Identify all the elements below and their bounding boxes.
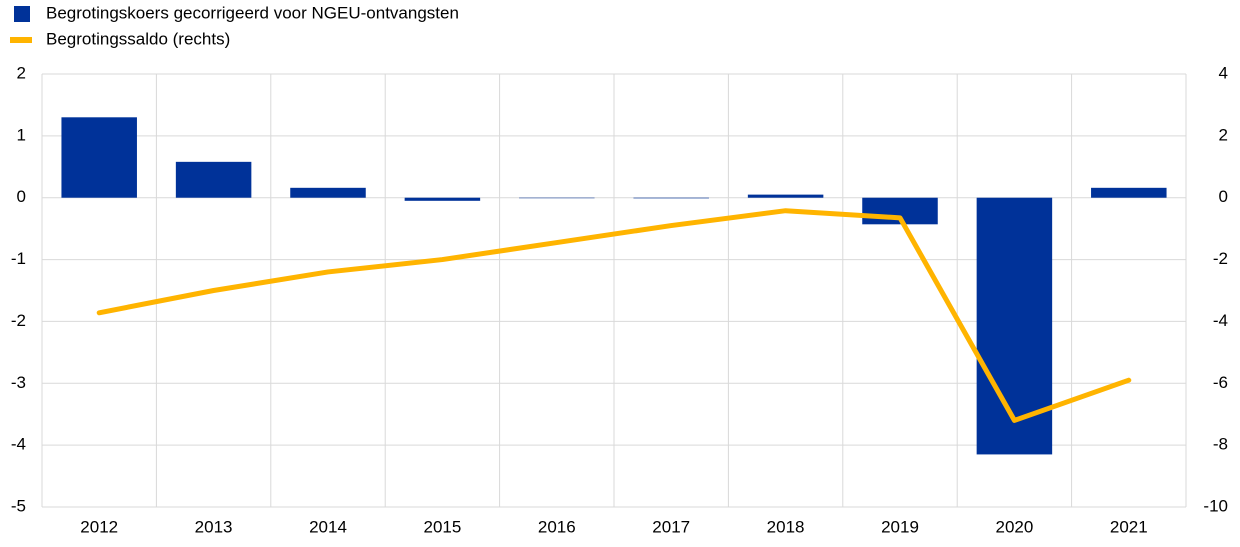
bar: [633, 197, 709, 199]
y-tick-label: -2: [11, 311, 26, 330]
legend-label: Begrotingskoers gecorrigeerd voor NGEU-o…: [46, 3, 459, 22]
x-tick-label: 2013: [195, 517, 233, 536]
bar: [519, 197, 595, 199]
legend-swatch: [14, 6, 30, 22]
bar: [1091, 187, 1167, 198]
y-tick-label: -1: [11, 249, 26, 268]
legend-swatch: [10, 37, 32, 43]
y-tick-label: -4: [11, 435, 26, 454]
y2-tick-label: -10: [1203, 496, 1228, 515]
y2-tick-label: -2: [1213, 249, 1228, 268]
bar: [290, 187, 366, 198]
x-tick-label: 2019: [881, 517, 919, 536]
x-tick-label: 2021: [1110, 517, 1148, 536]
x-tick-label: 2018: [767, 517, 805, 536]
y2-tick-label: 2: [1219, 125, 1228, 144]
y-tick-label: 0: [17, 187, 26, 206]
y-tick-label: 2: [17, 63, 26, 82]
y2-tick-label: 4: [1219, 63, 1228, 82]
bar: [747, 194, 824, 198]
x-tick-label: 2017: [652, 517, 690, 536]
y-tick-label: 1: [17, 125, 26, 144]
y2-tick-label: -8: [1213, 435, 1228, 454]
x-tick-label: 2016: [538, 517, 576, 536]
line: [96, 208, 1132, 423]
y2-tick-label: -6: [1213, 373, 1228, 392]
bar: [175, 161, 252, 198]
bar: [61, 117, 137, 198]
x-tick-label: 2015: [423, 517, 461, 536]
y-tick-label: -5: [11, 496, 26, 515]
x-tick-label: 2020: [995, 517, 1033, 536]
y2-tick-label: 0: [1219, 187, 1228, 206]
x-tick-label: 2012: [80, 517, 118, 536]
bar: [404, 197, 481, 201]
x-tick-label: 2014: [309, 517, 347, 536]
legend-label: Begrotingssaldo (rechts): [46, 29, 230, 48]
y-tick-label: -3: [11, 373, 26, 392]
y2-tick-label: -4: [1213, 311, 1228, 330]
